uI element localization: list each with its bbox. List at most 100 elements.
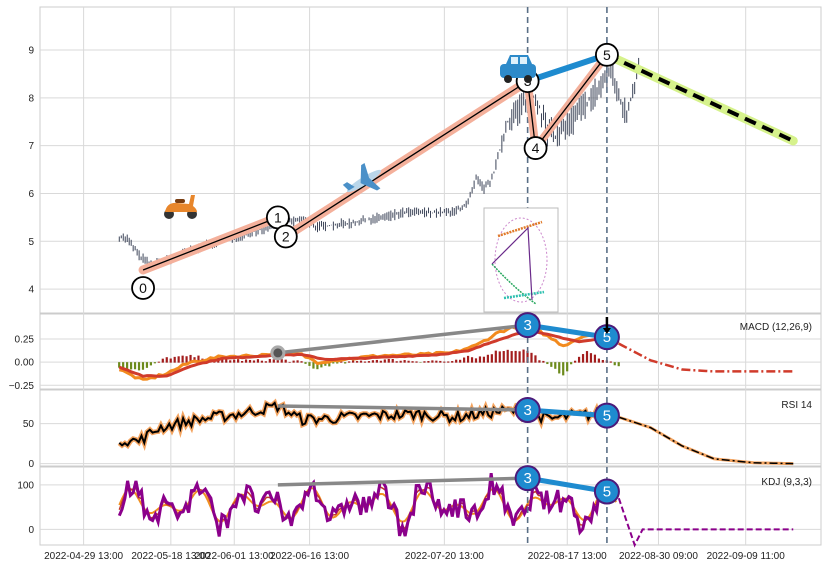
macd-histogram-bar: [359, 360, 363, 363]
macd-histogram-bar: [617, 362, 620, 367]
wave-label-text: 1: [274, 209, 282, 225]
macd-histogram-bar: [613, 362, 616, 366]
macd-histogram-bar: [427, 361, 430, 363]
car-roof: [506, 55, 532, 64]
macd-histogram-bar: [585, 351, 589, 363]
macd-histogram-bar: [312, 362, 315, 369]
macd-histogram-bar: [518, 351, 521, 363]
car-wheel: [524, 75, 532, 83]
macd-histogram-bar: [455, 359, 458, 363]
macd-panel: [39, 313, 822, 390]
macd-histogram-bar: [197, 355, 200, 363]
macd-histogram-bar: [367, 361, 371, 363]
macd-histogram-bar: [304, 362, 307, 364]
kdj-panel: [39, 466, 822, 546]
macd-histogram-bar: [601, 360, 604, 363]
macd-histogram-bar: [141, 362, 145, 370]
inset-diagram: [483, 207, 559, 313]
kdj-wave-badge-3: 3: [514, 465, 541, 492]
price-y-tick-label: 8: [28, 93, 34, 104]
macd-histogram-bar: [478, 356, 482, 363]
macd-wave-badge-text: 5: [603, 329, 611, 346]
inset-loop: [494, 217, 548, 303]
macd-histogram-bar: [391, 358, 394, 363]
macd-histogram-bar: [288, 361, 291, 363]
macd-histogram-bar: [260, 360, 264, 363]
macd-histogram-bar: [229, 360, 232, 363]
macd-histogram-bar: [566, 362, 569, 372]
wave-label-text: 5: [603, 47, 611, 63]
car-wheel: [504, 75, 512, 83]
macd-histogram-bar: [332, 362, 335, 364]
wave-label-circle: [595, 42, 619, 67]
x-tick-label: 2022-09-09 11:00: [707, 551, 786, 562]
x-tick-label: 2022-06-01 13:00: [195, 551, 274, 562]
wave-label-0: 0: [131, 276, 155, 300]
macd-histogram-bar: [423, 361, 426, 363]
x-tick-label: 2022-04-29 13:00: [44, 551, 123, 562]
price-y-tick-label: 7: [28, 141, 34, 152]
axis-ticks: 2022-04-29 13:00 2022-05-18 13:002022-06-…: [9, 46, 786, 562]
annotation-layer: 012345353535: [131, 7, 798, 545]
rsi-wave-line: [527, 407, 608, 419]
macd-wave-badge-3: 3: [514, 312, 541, 339]
rsi-title: RSI 14: [781, 400, 812, 411]
macd-histogram-bar: [137, 362, 141, 371]
rsi-divergence-line: [277, 404, 528, 412]
macd-histogram-bar: [371, 360, 375, 363]
rsi-wave-badge-circle: [514, 397, 541, 423]
macd-histogram-bar: [173, 356, 176, 363]
macd-histogram-bar: [542, 360, 545, 363]
macd-histogram-bar: [581, 354, 585, 363]
macd-histogram-bar: [470, 357, 474, 363]
macd-histogram-bar: [328, 362, 331, 367]
macd-histogram-bar: [482, 356, 486, 363]
macd-histogram-bar: [589, 353, 593, 363]
macd-histogram-bar: [550, 362, 553, 367]
macd-histogram-bar: [609, 361, 612, 363]
wave-label-text: 0: [139, 280, 147, 296]
projection-line: [606, 52, 795, 143]
wave-label-4: 4: [523, 136, 548, 160]
macd-histogram-bar: [597, 358, 600, 363]
macd-title: MACD (12,26,9): [740, 322, 812, 333]
rsi-wave-badge-text: 5: [603, 408, 611, 425]
scooter-seat: [175, 199, 185, 203]
car-window: [520, 57, 527, 64]
macd-histogram-bar: [252, 360, 256, 363]
macd-histogram-bar: [411, 361, 414, 363]
kdj-y-tick-label: 0: [28, 525, 34, 536]
macd-histogram-bar: [300, 361, 303, 363]
macd-histogram-bar: [324, 362, 327, 366]
macd-histogram-bar: [466, 355, 470, 363]
macd-histogram-bar: [244, 359, 248, 363]
macd-histogram-bar: [248, 359, 252, 363]
wave-label-text: 4: [532, 140, 540, 156]
macd-histogram-bar: [431, 360, 434, 363]
macd-histogram-bar: [554, 362, 557, 369]
macd-histogram-bar: [316, 362, 319, 370]
macd-y-tick-label: −0.25: [9, 381, 35, 392]
inset-green-path: [491, 263, 537, 305]
kdj-panel-frame: [39, 466, 822, 546]
x-tick-label: 2022-08-30 09:00: [619, 551, 698, 562]
rsi-y-tick-label: 50: [23, 419, 35, 430]
x-tick-label: 2022-07-20 13:00: [405, 551, 484, 562]
macd-histogram-bar: [363, 361, 367, 363]
macd-histogram-bar: [530, 352, 533, 363]
kdj-title: KDJ (9,3,3): [761, 477, 812, 488]
macd-histogram-bar: [161, 358, 164, 363]
car-icon: [500, 55, 536, 83]
wave-label-2: 2: [273, 224, 298, 249]
macd-histogram-bar: [395, 361, 398, 363]
macd-histogram-bar: [157, 361, 160, 363]
macd-histogram-bar: [340, 361, 343, 363]
macd-histogram-bar: [522, 349, 525, 363]
macd-histogram-bar: [308, 362, 311, 366]
kdj-wave-line: [527, 475, 608, 494]
price-y-tick-label: 6: [28, 189, 34, 200]
macd-histogram-bar: [486, 354, 489, 363]
macd-histogram-bar: [336, 362, 339, 364]
macd-histogram-bar: [153, 362, 156, 364]
kdj-wave-badge-text: 5: [603, 484, 611, 501]
